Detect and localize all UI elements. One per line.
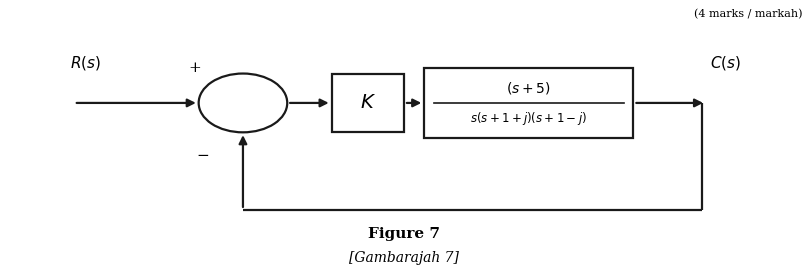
Text: $s(s+1+j)(s+1-j)$: $s(s+1+j)(s+1-j)$	[470, 110, 587, 127]
Bar	[331, 73, 404, 132]
Text: +: +	[188, 61, 201, 75]
Text: $C(s)$: $C(s)$	[710, 54, 741, 72]
Text: Figure 7: Figure 7	[368, 227, 440, 241]
Text: (4 marks / markah): (4 marks / markah)	[694, 9, 802, 20]
Text: $R(s)$: $R(s)$	[69, 54, 101, 72]
Bar	[424, 68, 633, 138]
Text: [Gambarajah 7]: [Gambarajah 7]	[349, 251, 459, 265]
Text: −: −	[196, 149, 209, 163]
Text: $(s+5)$: $(s+5)$	[507, 80, 551, 96]
Text: $K$: $K$	[360, 94, 376, 112]
